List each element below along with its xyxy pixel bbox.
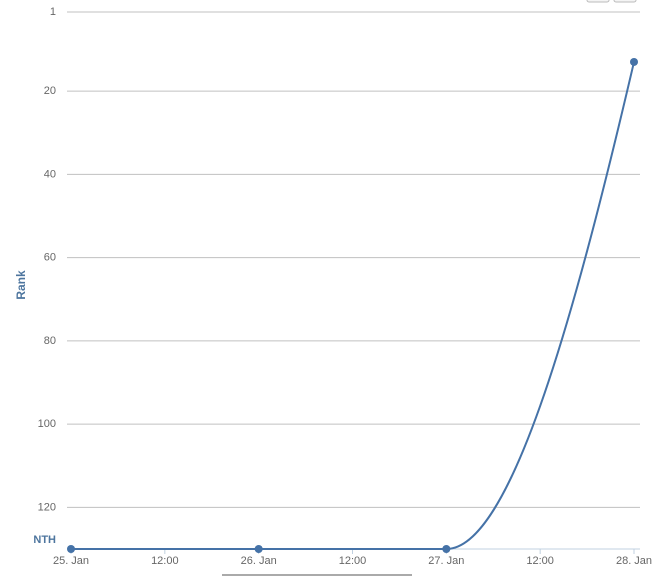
y-tick-label: 1 bbox=[50, 6, 56, 18]
line bbox=[71, 61, 635, 551]
y-tick-label: NTH bbox=[33, 534, 56, 546]
y-tick-label: 100 bbox=[38, 418, 56, 430]
x-tick-label: 28. Jan bbox=[616, 555, 652, 567]
x-tick-label: 12:00 bbox=[339, 555, 367, 567]
y-tick-label: 60 bbox=[44, 252, 56, 264]
export-button[interactable] bbox=[586, 0, 610, 3]
point bbox=[67, 545, 75, 553]
x-tick-label: 12:00 bbox=[526, 555, 554, 567]
x-tick-label: 26. Jan bbox=[241, 555, 277, 567]
x-tick-label: 27. Jan bbox=[428, 555, 464, 567]
y-tick-label: 20 bbox=[44, 85, 56, 97]
y-tick-label: 40 bbox=[44, 168, 56, 180]
point bbox=[254, 545, 263, 553]
y-tick-label: 120 bbox=[38, 501, 56, 513]
x-tick-label: 12:00 bbox=[151, 555, 179, 567]
point bbox=[630, 57, 638, 66]
point bbox=[442, 545, 451, 553]
y-axis-title: Rank bbox=[14, 270, 28, 300]
print-button[interactable] bbox=[613, 0, 637, 3]
x-tick-label: 25. Jan bbox=[53, 555, 89, 567]
y-tick-label: 80 bbox=[44, 335, 56, 347]
